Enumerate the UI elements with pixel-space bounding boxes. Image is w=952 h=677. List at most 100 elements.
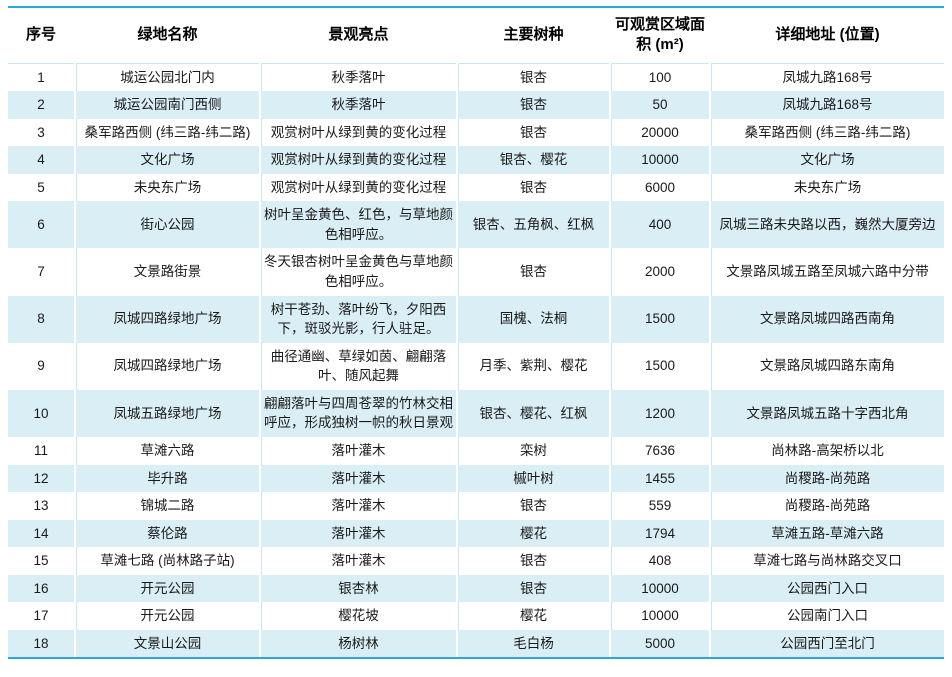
table-cell: 18 (8, 629, 75, 658)
table-cell: 16 (8, 574, 75, 603)
table-cell: 12 (8, 464, 75, 493)
table-cell: 凤城九路168号 (709, 63, 944, 92)
table-cell: 城运公园南门西侧 (74, 91, 260, 119)
table-cell: 100 (609, 63, 710, 92)
table-cell: 尚林路-高架桥以北 (709, 436, 944, 465)
table-cell: 文景路凤城五路十字西北角 (709, 389, 944, 437)
table-cell: 1 (37, 69, 45, 85)
table-cell: 观赏树叶从绿到黄的变化过程 (259, 173, 457, 202)
table-cell: 7636 (609, 436, 710, 465)
table-cell: 冬天银杏树叶呈金黄色与草地颜色相呼应。 (259, 248, 457, 296)
table-cell: 17 (33, 608, 49, 624)
table-cell: 草滩六路 (74, 436, 260, 465)
table-cell: 公园西门至北门 (709, 629, 944, 658)
table-cell: 蔡伦路 (74, 519, 260, 548)
table-cell: 毛白杨 (456, 629, 610, 658)
table-cell: 凤城九路168号 (709, 91, 944, 119)
table-cell: 桑军路西侧 (纬三路-纬二路) (74, 118, 260, 147)
table-cell: 草滩五路-草滩六路 (709, 519, 944, 548)
table-cell: 毕升路 (74, 464, 260, 493)
table-cell: 杨树林 (259, 629, 457, 658)
green-space-table: 序号 绿地名称 景观亮点 主要树种 可观赏区域面积 (m²) 详细地址 (位置)… (8, 8, 944, 658)
table-cell: 1455 (609, 464, 710, 493)
table-cell: 银杏 (456, 63, 610, 92)
table-cell: 银杏、樱花、红枫 (456, 389, 610, 437)
table-cell: 草滩七路与尚林路交叉口 (709, 547, 944, 575)
table-cell: 观赏树叶从绿到黄的变化过程 (259, 118, 457, 147)
table-cell: 1200 (609, 389, 710, 437)
table-cell: 7 (37, 264, 45, 280)
table-row: 17 开元公园 樱花坡 樱花 10000 公园南门入口 (8, 602, 944, 630)
table-cell: 1500 (609, 342, 710, 390)
table-cell: 银杏、樱花 (456, 146, 610, 174)
table-cell: 月季、紫荆、樱花 (456, 342, 610, 390)
table-cell: 落叶灌木 (259, 547, 457, 575)
table-cell: 公园西门入口 (709, 574, 944, 603)
table-cell: 408 (609, 547, 710, 575)
table-row: 8 凤城四路绿地广场 树干苍劲、落叶纷飞，夕阳西下，斑驳光影，行人驻足。 国槐、法桐 1… (8, 295, 944, 343)
table-cell: 2000 (609, 248, 710, 296)
table-cell: 银杏林 (259, 574, 457, 603)
table-row: 9 凤城四路绿地广场 曲径通幽、草绿如茵、翩翩落叶、随风起舞 月季、紫荆、樱花 1500… (8, 342, 944, 390)
table-cell: 树干苍劲、落叶纷飞，夕阳西下，斑驳光影，行人驻足。 (259, 295, 457, 343)
table-cell: 秋季落叶 (259, 63, 457, 92)
table-cell: 20000 (609, 118, 710, 147)
table-cell: 未央东广场 (74, 173, 260, 202)
table-cell: 落叶灌木 (259, 464, 457, 493)
table-cell: 6 (8, 201, 75, 249)
table-cell: 2 (8, 91, 75, 119)
table-row: 1 城运公园北门内 秋季落叶 银杏 100 凤城九路168号 (8, 63, 944, 92)
table-cell: 银杏 (456, 248, 610, 296)
table-row: 13 锦城二路 落叶灌木 银杏 559 尚稷路-尚苑路 (8, 492, 944, 520)
table-cell: 尚稷路-尚苑路 (709, 492, 944, 520)
table-cell: 559 (609, 492, 710, 520)
table-cell: 银杏 (456, 173, 610, 202)
table-cell: 文景路凤城五路至凤城六路中分带 (709, 248, 944, 296)
table-cell: 槭叶树 (456, 464, 610, 493)
table-cell: 400 (609, 201, 710, 249)
table-cell: 银杏 (456, 547, 610, 575)
table-cell: 文景路凤城四路东南角 (709, 342, 944, 390)
table-cell: 文景路凤城四路西南角 (709, 295, 944, 343)
table-cell: 未央东广场 (709, 173, 944, 202)
table-cell: 公园南门入口 (709, 602, 944, 630)
table-row: 15 草滩七路 (尚林路子站) 落叶灌木 银杏 408 草滩七路与尚林路交叉口 (8, 547, 944, 575)
table-row: 4 文化广场 观赏树叶从绿到黄的变化过程 银杏、樱花 10000 文化广场 (8, 146, 944, 174)
table-cell: 11 (33, 442, 48, 458)
table-cell: 樱花 (456, 519, 610, 548)
table-cell: 1500 (609, 295, 710, 343)
table-cell: 文化广场 (709, 146, 944, 174)
table-cell: 城运公园北门内 (74, 63, 260, 92)
table-cell: 树叶呈金黄色、红色，与草地颜色相呼应。 (259, 201, 457, 249)
column-header-highlight: 景观亮点 (259, 8, 457, 64)
table-cell: 5 (37, 179, 45, 195)
table-cell: 文景路街景 (74, 248, 260, 296)
column-header-index: 序号 (8, 8, 75, 64)
table-cell: 10000 (609, 574, 710, 603)
column-header-name: 绿地名称 (74, 8, 260, 64)
table-row: 3 桑军路西侧 (纬三路-纬二路) 观赏树叶从绿到黄的变化过程 银杏 20000 桑军路西… (8, 118, 944, 147)
table-cell: 凤城三路未央路以西，巍然大厦旁边 (709, 201, 944, 249)
table-cell: 凤城四路绿地广场 (74, 342, 260, 390)
table-cell: 草滩七路 (尚林路子站) (74, 547, 260, 575)
table-cell: 银杏、五角枫、红枫 (456, 201, 610, 249)
table-cell: 凤城五路绿地广场 (74, 389, 260, 437)
table-cell: 8 (8, 295, 75, 343)
table-row: 18 文景山公园 杨树林 毛白杨 5000 公园西门至北门 (8, 629, 944, 658)
table-row: 14 蔡伦路 落叶灌木 樱花 1794 草滩五路-草滩六路 (8, 519, 944, 548)
table-cell: 10 (8, 389, 75, 437)
table-row: 6 街心公园 树叶呈金黄色、红色，与草地颜色相呼应。 银杏、五角枫、红枫 400 凤城三路… (8, 201, 944, 249)
table-cell: 50 (609, 91, 710, 119)
table-cell: 落叶灌木 (259, 519, 457, 548)
table-cell: 开元公园 (74, 602, 260, 630)
table-row: 16 开元公园 银杏林 银杏 10000 公园西门入口 (8, 574, 944, 603)
column-header-address: 详细地址 (位置) (709, 8, 944, 64)
table-row: 10 凤城五路绿地广场 翩翩落叶与四周苍翠的竹林交相呼应，形成独树一帜的秋日景观 银杏… (8, 389, 944, 437)
table-cell: 文景山公园 (74, 629, 260, 658)
table-cell: 文化广场 (74, 146, 260, 174)
table-cell: 观赏树叶从绿到黄的变化过程 (259, 146, 457, 174)
table-cell: 银杏 (456, 91, 610, 119)
table-cell: 9 (37, 358, 45, 374)
table-cell: 3 (37, 124, 45, 140)
